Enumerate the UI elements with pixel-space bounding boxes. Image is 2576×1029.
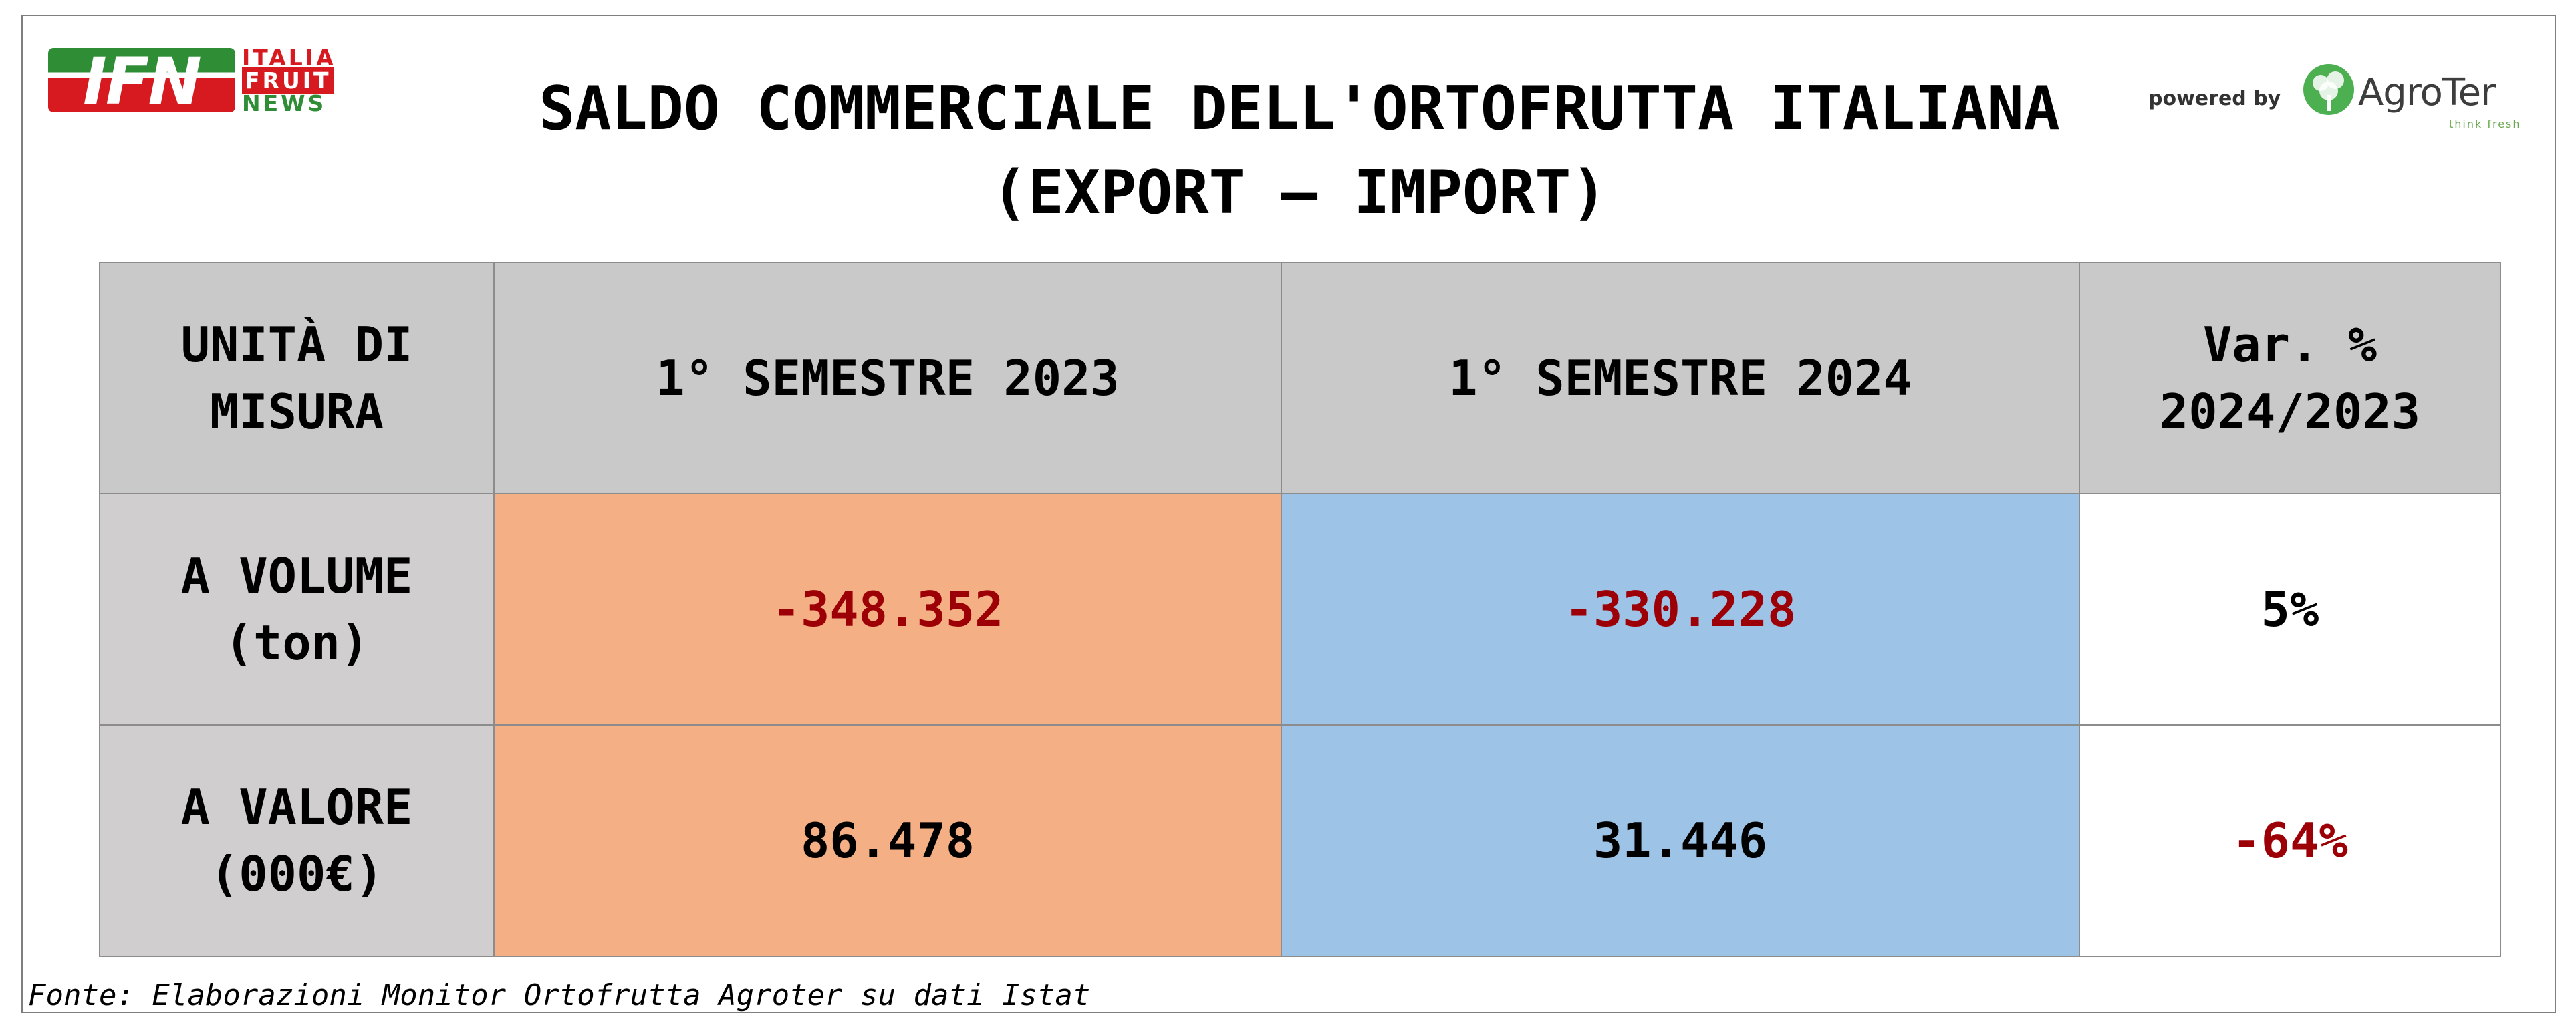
cell-volume-2023: -348.352: [493, 493, 1282, 726]
header-unit: UNITÀ DI MISURA: [99, 262, 495, 494]
ifn-word-italia: ITALIA: [242, 45, 336, 71]
tree-icon: [2303, 64, 2354, 115]
ifn-word-fruit: FRUIT: [242, 67, 334, 94]
agroter-logo: powered by AgroTer think fresh: [2148, 56, 2523, 136]
powered-by-label: powered by: [2148, 87, 2281, 110]
ifn-logo: IFN ITALIA FRUIT NEWS: [48, 44, 362, 128]
cell-volume-var: 5%: [2079, 493, 2501, 726]
source-note: Fonte: Elaborazioni Monitor Ortofrutta A…: [28, 978, 1091, 1012]
table-header-row: UNITÀ DI MISURA 1° SEMESTRE 2023 1° SEME…: [99, 262, 2501, 494]
table-row: A VALORE (000€) 86.478 31.446 -64%: [99, 724, 2501, 957]
header-2023: 1° SEMESTRE 2023: [493, 262, 1282, 494]
cell-value-var: -64%: [2079, 724, 2501, 957]
row-label-value: A VALORE (000€): [99, 724, 495, 957]
ifn-logo-mark: [48, 48, 235, 112]
table-row: A VOLUME (ton) -348.352 -330.228 5%: [99, 493, 2501, 726]
cell-volume-2024: -330.228: [1281, 493, 2080, 726]
header-2024: 1° SEMESTRE 2024: [1281, 262, 2080, 494]
agroter-name: AgroTer: [2358, 71, 2496, 114]
infographic-frame: IFN ITALIA FRUIT NEWS SALDO COMMERCIALE …: [21, 15, 2556, 1013]
balance-table: UNITÀ DI MISURA 1° SEMESTRE 2023 1° SEME…: [99, 262, 2501, 957]
chart-title-line2: (EXPORT – IMPORT): [991, 158, 1607, 228]
chart-title: SALDO COMMERCIALE DELL'ORTOFRUTTA ITALIA…: [397, 67, 2202, 235]
chart-title-line1: SALDO COMMERCIALE DELL'ORTOFRUTTA ITALIA…: [539, 74, 2060, 144]
agroter-tagline: think fresh: [2449, 118, 2521, 130]
ifn-logo-letters: IFN: [83, 44, 202, 119]
header-var: Var. % 2024/2023: [2079, 262, 2501, 494]
cell-value-2024: 31.446: [1281, 724, 2080, 957]
ifn-word-news: NEWS: [242, 90, 327, 116]
row-label-volume: A VOLUME (ton): [99, 493, 495, 726]
cell-value-2023: 86.478: [493, 724, 1282, 957]
ifn-logo-words: ITALIA FRUIT NEWS: [242, 47, 336, 115]
